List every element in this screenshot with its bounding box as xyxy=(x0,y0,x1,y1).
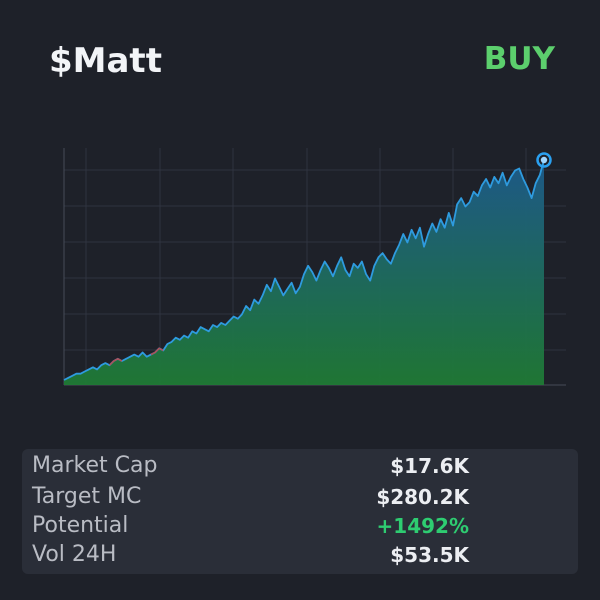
stats-panel: Market Cap $17.6K Target MC $280.2K Pote… xyxy=(22,449,578,574)
price-area-fill xyxy=(64,160,544,385)
potential-label: Potential xyxy=(32,513,129,538)
stat-row-potential: Potential +1492% xyxy=(32,511,570,541)
latest-price-dot xyxy=(540,156,548,164)
price-line xyxy=(63,159,545,381)
target-mc-value: $280.2K xyxy=(376,485,469,509)
stat-row-target-mc: Target MC $280.2K xyxy=(32,482,570,512)
vol-24h-label: Vol 24H xyxy=(32,542,117,567)
buy-signal: BUY xyxy=(483,41,555,77)
price-down-segments xyxy=(108,347,164,366)
token-ticker: $Matt xyxy=(49,41,162,81)
price-down-segment xyxy=(150,347,164,356)
stat-row-market-cap: Market Cap $17.6K xyxy=(32,451,570,481)
latest-price-marker xyxy=(536,152,552,168)
potential-value: +1492% xyxy=(376,514,469,538)
stat-row-vol-24h: Vol 24H $53.5K xyxy=(32,540,570,570)
vol-24h-value: $53.5K xyxy=(390,543,469,567)
target-mc-label: Target MC xyxy=(32,484,142,509)
price-down-segment xyxy=(108,357,123,366)
market-cap-value: $17.6K xyxy=(390,454,469,478)
market-cap-label: Market Cap xyxy=(32,453,158,478)
